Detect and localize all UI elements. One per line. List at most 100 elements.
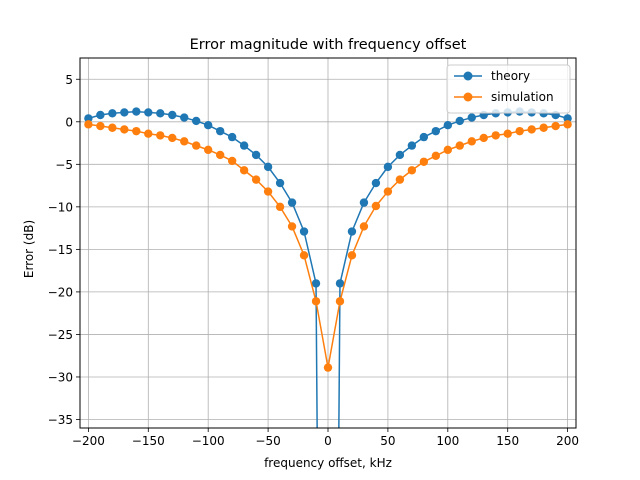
data-point-simulation: [491, 131, 500, 140]
chart-title: Error magnitude with frequency offset: [190, 37, 467, 53]
data-point-theory: [467, 113, 476, 122]
data-point-simulation: [263, 187, 273, 196]
data-point-simulation: [275, 202, 285, 212]
data-point-simulation: [551, 121, 560, 131]
data-point-theory: [227, 132, 237, 142]
data-point-simulation: [156, 131, 165, 140]
data-point-simulation: [479, 133, 488, 143]
data-point-theory: [132, 107, 141, 116]
data-point-simulation: [455, 141, 464, 150]
data-point-theory: [203, 120, 213, 130]
data-point-simulation: [132, 126, 141, 136]
data-point-theory: [215, 126, 225, 136]
legend-marker-simulation: [463, 92, 473, 102]
data-point-simulation: [180, 137, 189, 146]
data-point-simulation: [335, 297, 345, 306]
data-point-simulation: [251, 175, 261, 184]
data-point-theory: [359, 198, 369, 207]
y-tick-label: 0: [65, 115, 73, 129]
data-point-theory: [263, 162, 273, 172]
data-point-theory: [335, 279, 345, 288]
data-point-simulation: [96, 121, 105, 131]
data-point-simulation: [203, 145, 213, 155]
data-point-simulation: [84, 120, 93, 129]
x-tick-label: −50: [255, 434, 280, 448]
data-point-simulation: [443, 145, 453, 155]
data-point-theory: [383, 162, 393, 172]
data-point-theory: [239, 141, 249, 150]
data-point-theory: [251, 150, 261, 160]
x-axis-ticks: −200 −150 −100 −50 0 50 100 150 200: [72, 428, 579, 448]
legend-label-simulation: simulation: [491, 90, 554, 104]
data-point-theory: [431, 126, 441, 136]
x-tick-label: 0: [324, 434, 332, 448]
data-point-theory: [407, 141, 417, 150]
x-axis-label: frequency offset, kHz: [264, 456, 392, 470]
x-tick-label: 150: [496, 434, 519, 448]
legend-box: [446, 64, 571, 114]
y-axis-label: Error (dB): [22, 220, 36, 278]
data-point-simulation: [395, 175, 405, 184]
data-point-simulation: [311, 297, 321, 306]
y-tick-label: 5: [65, 73, 73, 87]
x-tick-label: −150: [132, 434, 165, 448]
data-point-simulation: [192, 141, 201, 150]
data-point-simulation: [144, 129, 153, 138]
data-point-simulation: [419, 157, 429, 166]
data-point-theory: [96, 110, 105, 120]
x-tick-label: −100: [192, 434, 225, 448]
y-tick-label: −10: [48, 200, 73, 214]
data-point-theory: [108, 109, 117, 118]
series-simulation: [84, 120, 572, 372]
y-tick-label: −5: [55, 158, 73, 172]
data-point-simulation: [503, 129, 512, 138]
data-point-simulation: [108, 123, 117, 132]
data-point-simulation: [563, 120, 572, 129]
series-theory: [84, 107, 572, 428]
data-point-theory: [180, 113, 189, 122]
data-point-theory: [371, 178, 381, 188]
data-point-theory: [156, 109, 165, 118]
data-point-theory: [419, 132, 429, 142]
data-point-simulation: [467, 137, 476, 146]
y-tick-label: −25: [48, 328, 73, 342]
data-point-theory: [287, 198, 297, 207]
plot-area: [84, 107, 572, 428]
data-point-simulation: [287, 222, 297, 231]
data-point-simulation: [539, 123, 548, 132]
data-point-theory: [443, 120, 453, 130]
data-point-theory: [144, 108, 153, 117]
data-point-simulation: [168, 133, 177, 143]
data-point-theory: [455, 116, 464, 126]
data-point-theory: [563, 114, 572, 123]
data-point-simulation: [120, 125, 129, 134]
data-point-theory: [192, 116, 201, 126]
data-point-theory: [168, 110, 177, 120]
data-point-theory: [299, 227, 309, 236]
data-point-simulation: [359, 222, 369, 231]
data-point-simulation: [227, 156, 237, 166]
axes-frame: [79, 57, 577, 429]
x-tick-label: 100: [436, 434, 459, 448]
legend-label-theory: theory: [491, 69, 530, 83]
data-point-simulation: [347, 251, 357, 260]
data-point-simulation: [371, 201, 381, 211]
y-tick-label: −15: [48, 243, 73, 257]
data-point-simulation: [215, 150, 225, 160]
data-point-theory: [395, 150, 405, 160]
data-point-simulation: [527, 125, 536, 134]
y-axis-ticks: 5 0 −5 −10 −15 −20 −25 −30 −35: [48, 73, 80, 427]
data-point-simulation: [431, 151, 441, 161]
data-point-theory: [275, 178, 285, 188]
x-tick-label: −200: [72, 434, 105, 448]
legend-marker-theory: [463, 71, 473, 81]
data-point-theory: [311, 279, 321, 288]
y-tick-label: −30: [48, 370, 73, 384]
y-tick-label: −20: [48, 285, 73, 299]
data-point-theory: [120, 108, 129, 117]
legend: theory simulation: [446, 64, 571, 114]
data-point-simulation: [239, 166, 249, 175]
data-point-simulation: [407, 166, 417, 175]
x-tick-label: 50: [380, 434, 395, 448]
